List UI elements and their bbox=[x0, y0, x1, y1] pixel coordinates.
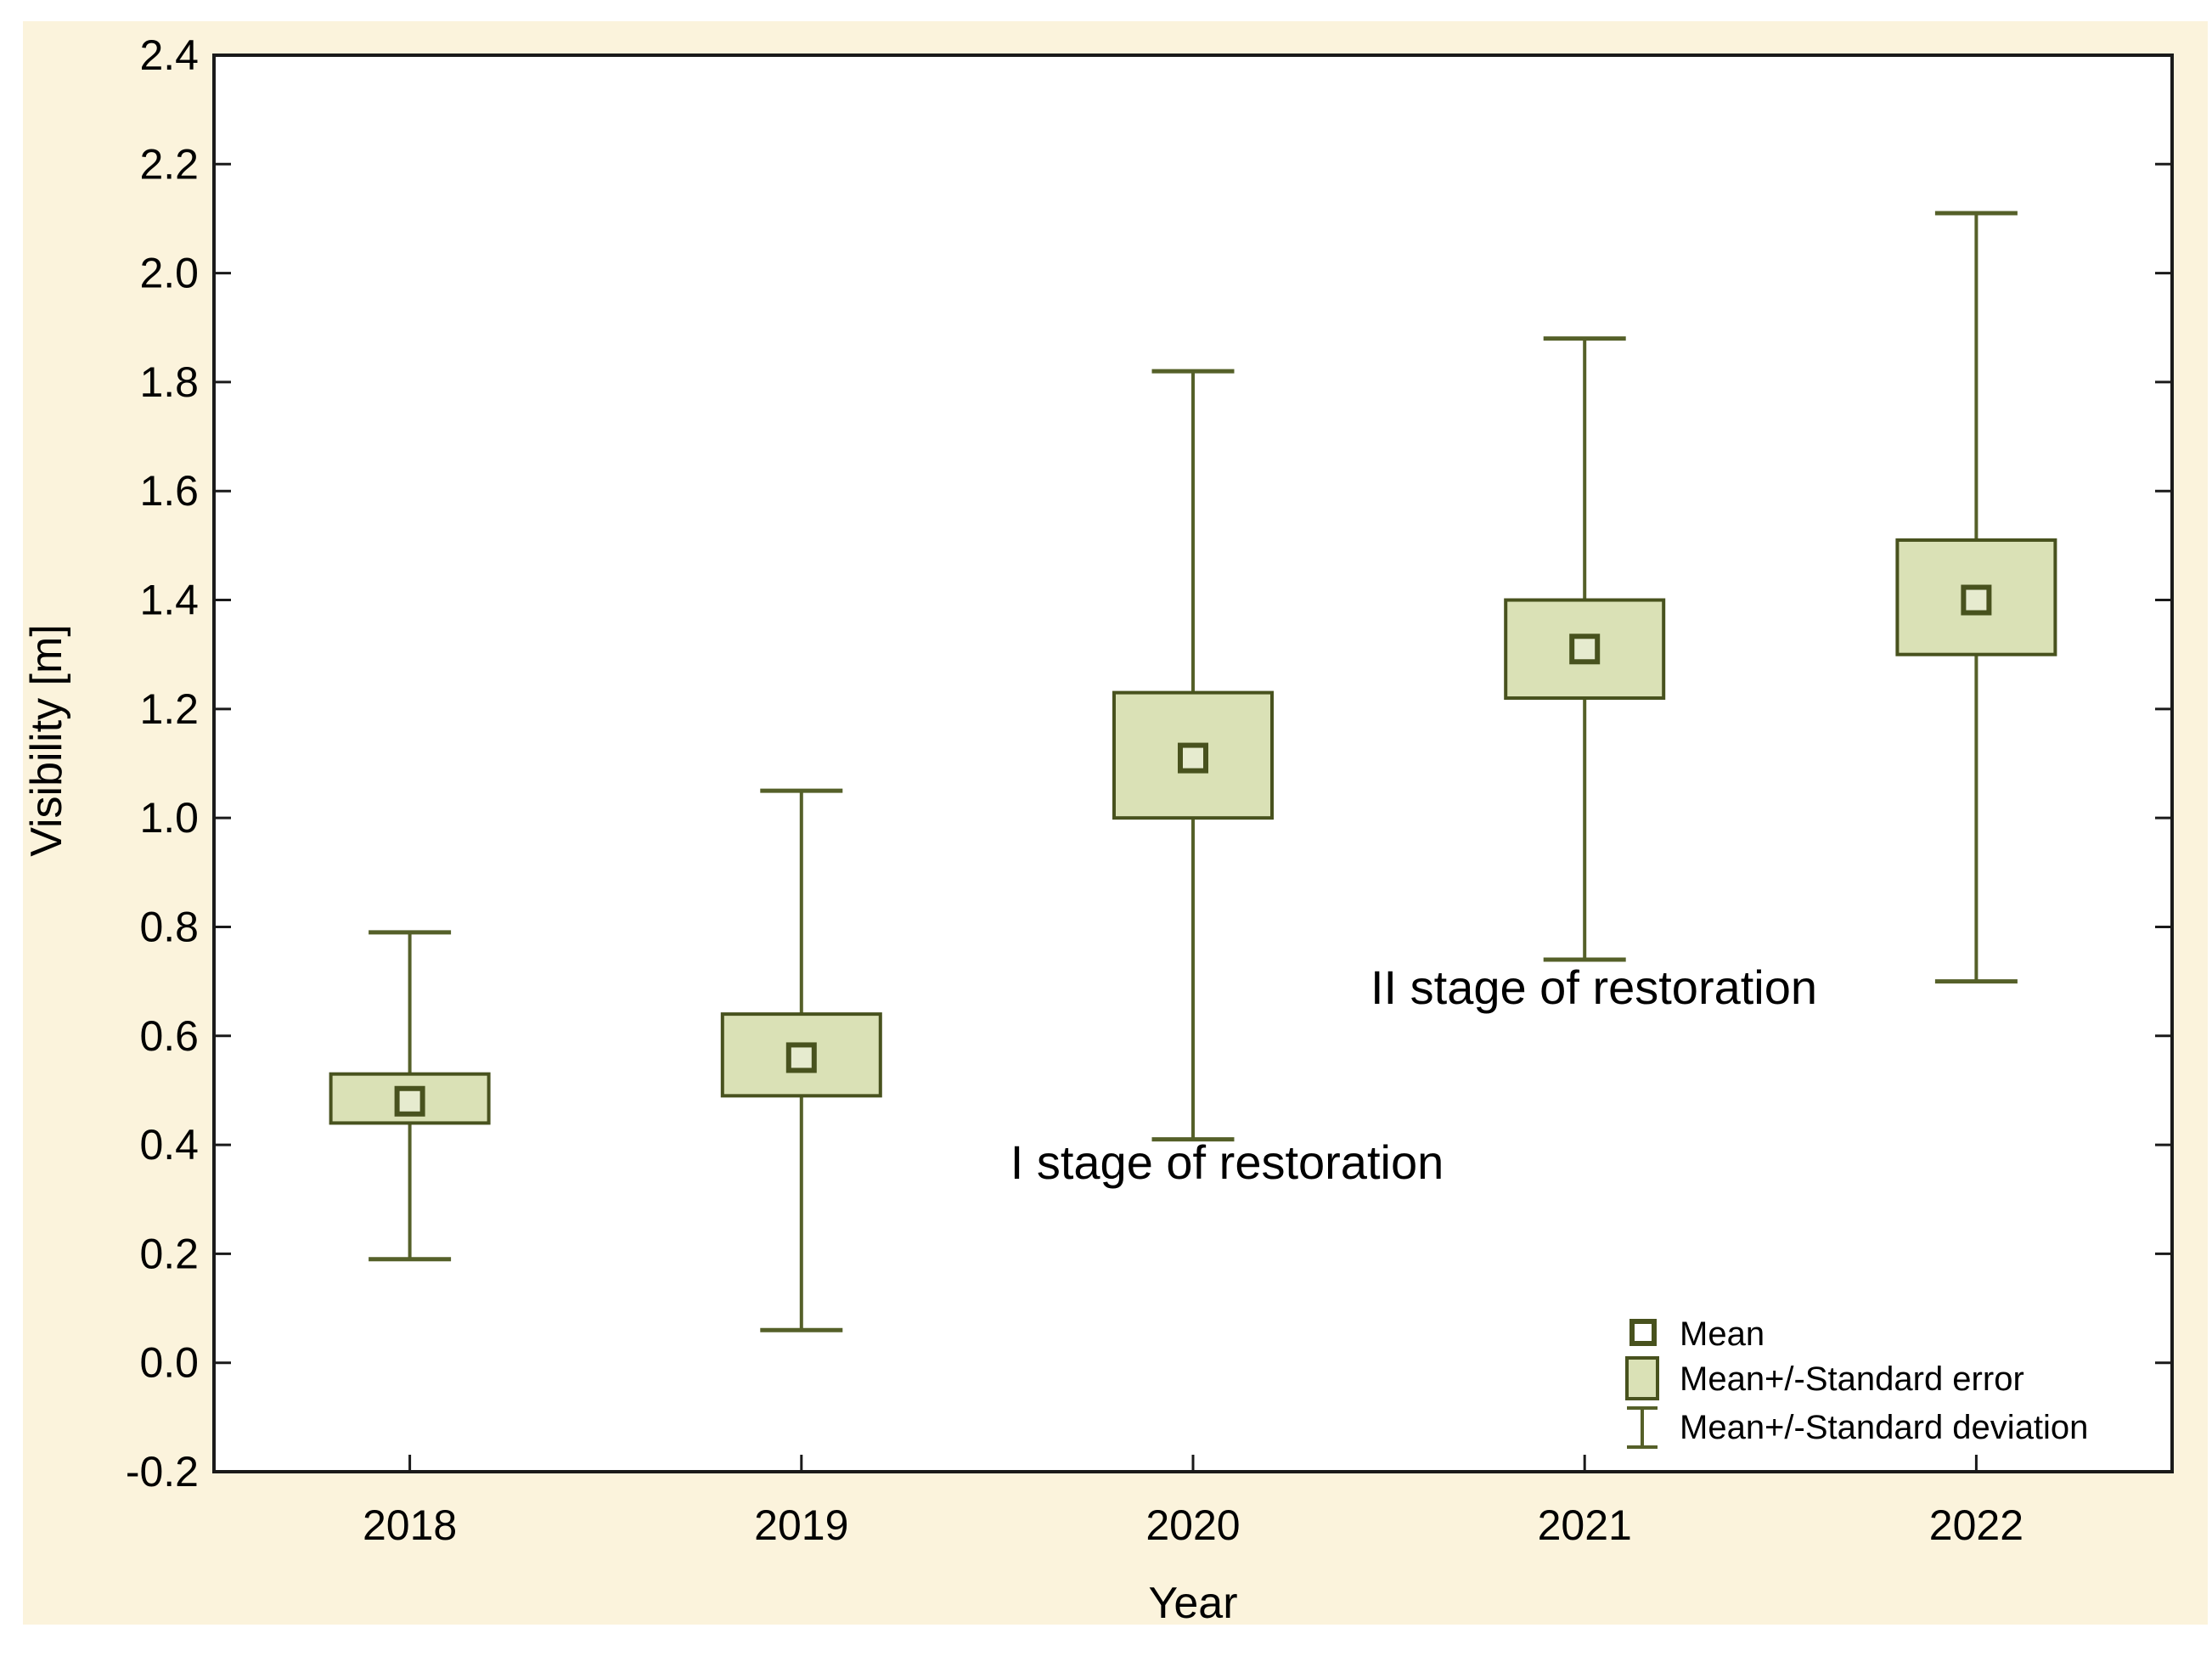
y-tick-label: 2.4 bbox=[139, 31, 199, 79]
box-group-2021 bbox=[1504, 336, 1666, 962]
legend-label-mean: Mean bbox=[1680, 1315, 1765, 1353]
y-tick-label: 0.6 bbox=[139, 1012, 199, 1060]
y-tick-label: 0.8 bbox=[139, 903, 199, 950]
mean-marker bbox=[1178, 742, 1208, 774]
x-tick-label: 2020 bbox=[1145, 1501, 1240, 1549]
mean-marker bbox=[1961, 584, 1992, 616]
legend-label-std-error: Mean+/-Standard error bbox=[1680, 1360, 2024, 1398]
y-tick-label: 0.2 bbox=[139, 1230, 199, 1277]
box-group-2019 bbox=[720, 788, 882, 1332]
y-axis-ticks: 2.4 2.2 2.0 1.8 1.6 1.4 1.2 1.0 0.8 0.6 0.4 0.2 0.0 -… bbox=[126, 31, 2172, 1495]
mean-marker bbox=[1569, 634, 1601, 665]
series-layer bbox=[329, 211, 2057, 1332]
box-group-2018 bbox=[329, 930, 491, 1262]
legend-label-std-deviation: Mean+/-Standard deviation bbox=[1680, 1409, 2088, 1446]
y-axis-title: Visibility [m] bbox=[22, 624, 71, 857]
mean-marker bbox=[785, 1042, 817, 1073]
y-tick-label: 1.6 bbox=[139, 467, 199, 515]
y-tick-label: -0.2 bbox=[126, 1448, 199, 1495]
y-tick-label: 2.2 bbox=[139, 140, 199, 188]
y-tick-label: 1.4 bbox=[139, 577, 199, 624]
annotation-stage-1: I stage of restoration bbox=[1010, 1135, 1444, 1189]
legend: Mean Mean+/-Standard error Mean+/-Standa… bbox=[1625, 1315, 2088, 1449]
x-axis-title: Year bbox=[1148, 1579, 1237, 1628]
mean-marker bbox=[394, 1085, 425, 1117]
box-group-2020 bbox=[1112, 369, 1274, 1142]
x-tick-label: 2019 bbox=[754, 1501, 848, 1549]
x-tick-label: 2021 bbox=[1538, 1501, 1632, 1549]
y-tick-label: 0.4 bbox=[139, 1121, 199, 1169]
y-tick-label: 1.8 bbox=[139, 358, 199, 406]
x-axis-ticks: 2018 2019 2020 2021 2022 bbox=[363, 1455, 2023, 1549]
std-error-box-icon bbox=[1625, 1356, 1659, 1400]
std-deviation-whisker-icon bbox=[1627, 1406, 1658, 1449]
x-tick-label: 2018 bbox=[363, 1501, 457, 1549]
y-tick-label: 0.0 bbox=[139, 1339, 199, 1387]
box-group-2022 bbox=[1895, 211, 2057, 984]
annotation-stage-2: II stage of restoration bbox=[1371, 960, 1817, 1014]
y-tick-label: 1.2 bbox=[139, 685, 199, 733]
y-tick-label: 1.0 bbox=[139, 794, 199, 842]
y-tick-label: 2.0 bbox=[139, 250, 199, 297]
x-tick-label: 2022 bbox=[1929, 1501, 2023, 1549]
mean-square-icon bbox=[1629, 1319, 1657, 1346]
